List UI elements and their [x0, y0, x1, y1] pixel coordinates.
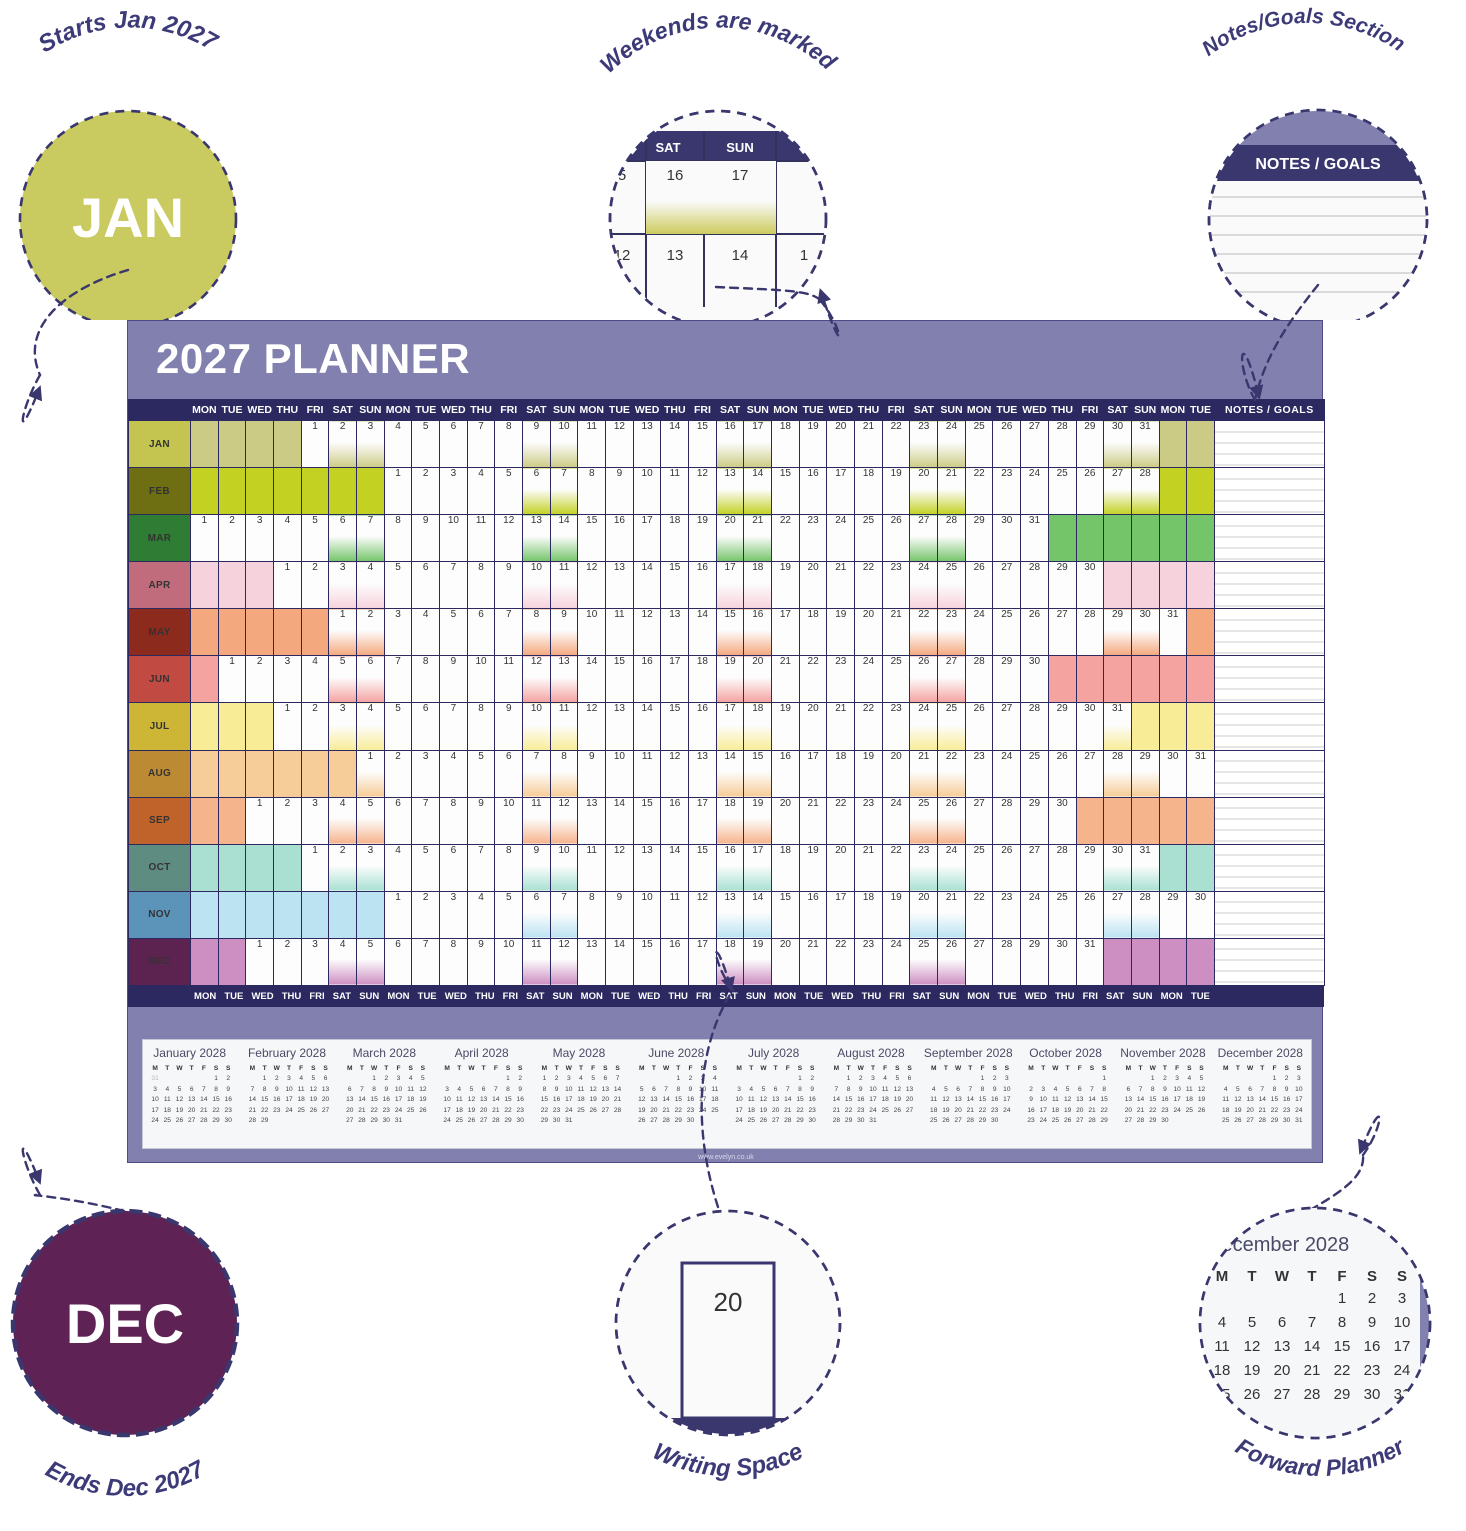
- svg-text:15: 15: [1334, 1338, 1351, 1355]
- svg-text:S: S: [1397, 1268, 1407, 1285]
- svg-text:2: 2: [1368, 1290, 1376, 1307]
- svg-text:30: 30: [1364, 1386, 1381, 1403]
- svg-text:19: 19: [1169, 1362, 1186, 1379]
- svg-text:23: 23: [1364, 1362, 1381, 1379]
- svg-text:7: 7: [1308, 1314, 1316, 1331]
- svg-text:13: 13: [1274, 1338, 1291, 1355]
- svg-text:27: 27: [1274, 1386, 1291, 1403]
- svg-text:6: 6: [1278, 1314, 1286, 1331]
- svg-text:10: 10: [1394, 1314, 1411, 1331]
- svg-text:31: 31: [1394, 1386, 1411, 1403]
- svg-text:12: 12: [1244, 1338, 1261, 1355]
- svg-text:16: 16: [1364, 1338, 1381, 1355]
- svg-text:1: 1: [1338, 1290, 1346, 1307]
- svg-text:T: T: [1307, 1268, 1316, 1285]
- svg-text:F: F: [1337, 1268, 1346, 1285]
- svg-text:20: 20: [714, 1287, 743, 1317]
- svg-text:8: 8: [1338, 1314, 1346, 1331]
- svg-text:24: 24: [1394, 1362, 1411, 1379]
- svg-text:14: 14: [1304, 1338, 1321, 1355]
- svg-text:22: 22: [1334, 1362, 1351, 1379]
- svg-text:S: S: [1367, 1268, 1377, 1285]
- svg-text:Writing Space: Writing Space: [649, 1438, 808, 1482]
- svg-text:18: 18: [1214, 1362, 1231, 1379]
- svg-text:5: 5: [1248, 1314, 1256, 1331]
- svg-text:T: T: [1247, 1268, 1256, 1285]
- svg-text:11: 11: [1214, 1338, 1230, 1355]
- svg-text:17: 17: [1394, 1338, 1411, 1355]
- svg-text:M: M: [1216, 1268, 1229, 1285]
- svg-text:W: W: [1275, 1268, 1290, 1285]
- svg-text:19: 19: [1244, 1362, 1261, 1379]
- svg-text:12: 12: [1169, 1338, 1186, 1355]
- svg-text:21: 21: [1304, 1362, 1321, 1379]
- svg-text:9: 9: [1368, 1314, 1376, 1331]
- svg-text:20: 20: [1274, 1362, 1291, 1379]
- svg-text:4: 4: [1218, 1314, 1226, 1331]
- svg-text:5: 5: [1178, 1290, 1186, 1307]
- svg-text:28: 28: [1304, 1386, 1321, 1403]
- svg-text:26: 26: [1244, 1386, 1261, 1403]
- svg-text:December 2028: December 2028: [1207, 1234, 1349, 1256]
- svg-text:Forward Planner: Forward Planner: [1231, 1432, 1409, 1481]
- svg-text:29: 29: [1334, 1386, 1351, 1403]
- svg-text:3: 3: [1398, 1290, 1406, 1307]
